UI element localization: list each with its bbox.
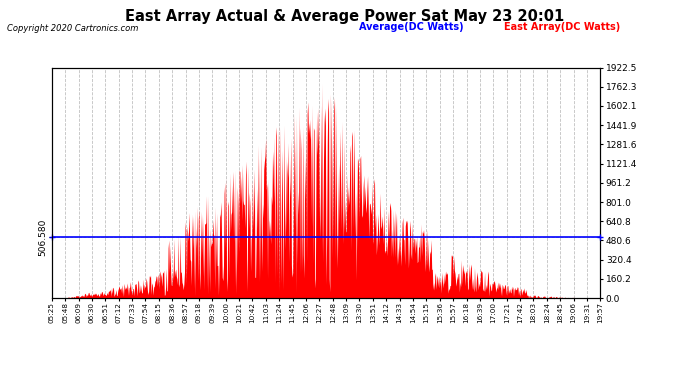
Text: Average(DC Watts): Average(DC Watts) bbox=[359, 22, 464, 33]
Text: East Array(DC Watts): East Array(DC Watts) bbox=[504, 22, 620, 33]
Text: Copyright 2020 Cartronics.com: Copyright 2020 Cartronics.com bbox=[7, 24, 138, 33]
Text: East Array Actual & Average Power Sat May 23 20:01: East Array Actual & Average Power Sat Ma… bbox=[126, 9, 564, 24]
